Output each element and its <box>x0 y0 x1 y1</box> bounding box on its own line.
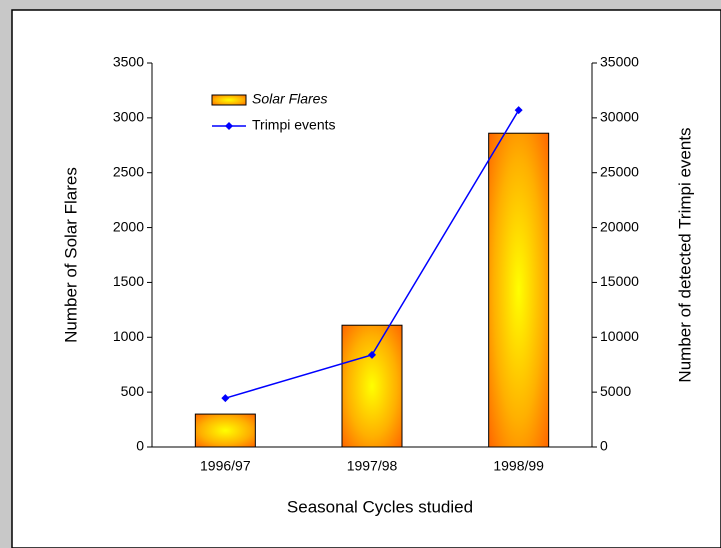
y2-tick-label: 20000 <box>600 218 639 234</box>
y-tick-label: 1000 <box>113 328 144 344</box>
bar <box>341 324 403 448</box>
y-tick-label: 500 <box>121 383 145 399</box>
y2-tick-label: 5000 <box>600 383 631 399</box>
y2-tick-label: 30000 <box>600 109 639 125</box>
y2-tick-label: 15000 <box>600 273 639 289</box>
y2-tick-label: 10000 <box>600 328 639 344</box>
x-tick-label: 1998/99 <box>493 458 544 474</box>
canvas <box>11 9 721 548</box>
y-tick-label: 1500 <box>113 273 144 289</box>
y-tick-label: 2000 <box>113 218 144 234</box>
marker <box>514 106 523 115</box>
y2-tick-label: 0 <box>600 438 608 454</box>
y-tick-label: 2500 <box>113 163 144 179</box>
x-axis-label: Seasonal Cycles studied <box>287 497 473 516</box>
bar <box>194 413 256 448</box>
y-tick-label: 3000 <box>113 109 144 125</box>
x-tick-label: 1996/97 <box>200 458 251 474</box>
y2-tick-label: 35000 <box>600 54 639 70</box>
bar <box>488 132 550 448</box>
marker <box>368 350 376 359</box>
legend-marker <box>225 122 233 130</box>
y-axis-label: Number of Solar Flares <box>61 167 80 343</box>
x-tick-label: 1997/98 <box>347 458 398 474</box>
y2-tick-label: 25000 <box>600 163 639 179</box>
legend-swatch <box>211 94 247 106</box>
legend-label: Trimpi events <box>252 117 336 133</box>
marker <box>221 394 230 403</box>
y2-axis-label: Number of detected Trimpi events <box>675 127 694 382</box>
y-tick-label: 0 <box>136 438 144 454</box>
legend-label: Solar Flares <box>252 91 327 107</box>
y-tick-label: 3500 <box>113 54 144 70</box>
